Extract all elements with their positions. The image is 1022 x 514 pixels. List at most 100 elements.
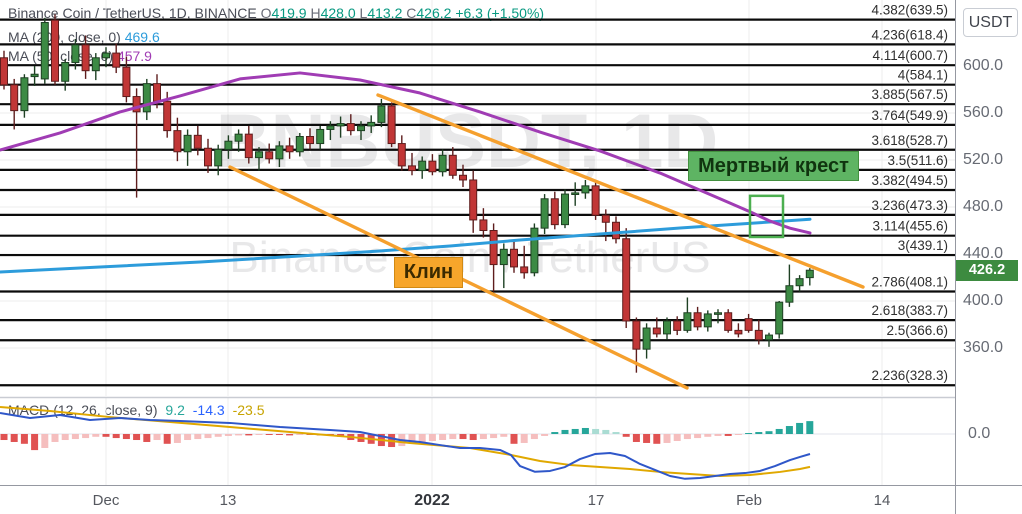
candle-body — [530, 227, 539, 274]
ohlc-open-value: 419.9 — [271, 5, 307, 21]
macd-hist-bar — [245, 434, 253, 436]
macd-hist-bar — [61, 434, 69, 441]
price-axis-area[interactable] — [956, 0, 1022, 514]
candle-body — [81, 44, 90, 72]
ohlc-high-label: H — [310, 5, 321, 21]
fib-label: 3.5(511.6) — [887, 153, 948, 168]
time-tick-label: 2022 — [414, 492, 450, 509]
candle-body — [377, 105, 386, 123]
candle-body — [10, 84, 19, 112]
candle-body — [724, 312, 733, 331]
macd-hist-bar — [41, 434, 49, 448]
macd-hist-bar — [500, 434, 508, 437]
candle-body — [459, 174, 467, 181]
macd-hist-bar — [541, 434, 549, 436]
macd-hist-bar — [785, 426, 793, 434]
death-cross-box[interactable] — [748, 194, 785, 239]
macd-hist-bar — [20, 434, 28, 444]
macd-hist-bar — [275, 434, 283, 435]
ohlc-close-value: 426.2 — [416, 5, 452, 21]
fib-label: 3.618(528.7) — [871, 133, 948, 148]
macd-hist-bar — [745, 433, 753, 434]
macd-hist-bar — [755, 432, 763, 434]
fib-label: 3.114(455.6) — [872, 219, 948, 234]
candle-body — [122, 66, 131, 98]
candle-body — [183, 134, 192, 153]
macd-hist-bar — [683, 434, 691, 440]
time-tick-label: 17 — [587, 492, 605, 509]
fib-retracement-tool[interactable]: 4.382(639.5) 4.236(618.4) 4.114(600.7) 4(58… — [0, 3, 955, 387]
candle-body — [275, 145, 284, 160]
candle-body — [663, 320, 671, 335]
macd-hist-bar — [224, 434, 232, 436]
time-axis-area[interactable] — [0, 486, 1022, 514]
candle-body — [520, 266, 529, 274]
macd-hist-bar — [133, 434, 141, 441]
macd-main-line — [0, 412, 811, 480]
candle-body — [714, 312, 722, 315]
candle-body — [367, 121, 376, 127]
macd-hist-bar — [694, 434, 702, 439]
candle-body — [234, 133, 243, 142]
ohlc-low-label: L — [359, 5, 368, 21]
candle-body — [612, 221, 620, 240]
candle-body — [561, 193, 569, 226]
macd-hist-bar — [204, 434, 212, 439]
candle-body — [112, 52, 121, 68]
candle-body — [408, 165, 416, 172]
candle-body — [153, 83, 161, 102]
candle-body — [102, 52, 110, 59]
price-tick-label: 360.0 — [963, 339, 1004, 356]
fib-label: 3(439.1) — [898, 238, 948, 253]
fib-label: 4.114(600.7) — [872, 48, 948, 63]
macd-hist-bar — [459, 434, 467, 440]
macd-hist-bar — [255, 434, 263, 435]
macd-hist-bar — [775, 428, 783, 434]
candle-body — [693, 312, 702, 328]
candle-body — [805, 269, 814, 279]
macd-hist-bar — [571, 428, 579, 434]
currency-usdt-button[interactable]: USDT — [963, 8, 1018, 37]
candle-body — [479, 219, 488, 232]
wedge-annotation[interactable]: Клин — [394, 257, 463, 288]
candle-body — [550, 198, 559, 226]
candle-body — [306, 136, 314, 145]
candle-body — [0, 57, 8, 86]
macd-pane[interactable] — [0, 405, 955, 480]
macd-hist-bar — [520, 434, 528, 443]
ma50-line — [0, 71, 812, 235]
candle-body — [775, 301, 784, 335]
fib-label: 2.5(366.6) — [886, 323, 948, 338]
macd-hist-bar — [653, 434, 661, 444]
symbol-legend[interactable]: Binance Coin / TetherUS, 1D, BINANCE O41… — [8, 5, 544, 21]
wedge-upper[interactable] — [376, 93, 865, 289]
candle-body — [255, 151, 263, 159]
macd-hist-bar — [51, 434, 59, 442]
macd-hist-value: 9.2 — [165, 402, 185, 418]
macd-hist-bar — [806, 421, 814, 434]
macd-hist-bar — [235, 434, 243, 436]
macd-hist-bar — [439, 434, 447, 441]
candle-body — [571, 192, 580, 195]
macd-hist-bar — [643, 434, 651, 443]
candles-layer[interactable] — [0, 14, 814, 373]
macd-hist-bar — [112, 434, 120, 439]
candle-body — [795, 278, 804, 287]
macd-hist-bar — [31, 434, 39, 451]
candle-body — [20, 77, 29, 112]
macd-hist-bar — [82, 434, 90, 439]
death-cross-annotation[interactable]: Мертвый крест — [688, 151, 859, 181]
candle-body — [489, 230, 498, 266]
candle-body — [163, 100, 172, 132]
ohlc-high-value: 428.0 — [320, 5, 356, 21]
candle-body — [499, 248, 508, 266]
macd-hist-bar — [143, 434, 151, 442]
candle-body — [683, 312, 692, 331]
ma200-legend[interactable]: MA (200, close, 0) 469.6 — [8, 29, 160, 45]
ma200-label: MA (200, close, 0) — [8, 29, 121, 45]
macd-hist-bar — [490, 434, 498, 439]
candle-body — [673, 320, 682, 331]
candle-body — [204, 147, 212, 167]
macd-signal-value: -23.5 — [232, 402, 265, 418]
